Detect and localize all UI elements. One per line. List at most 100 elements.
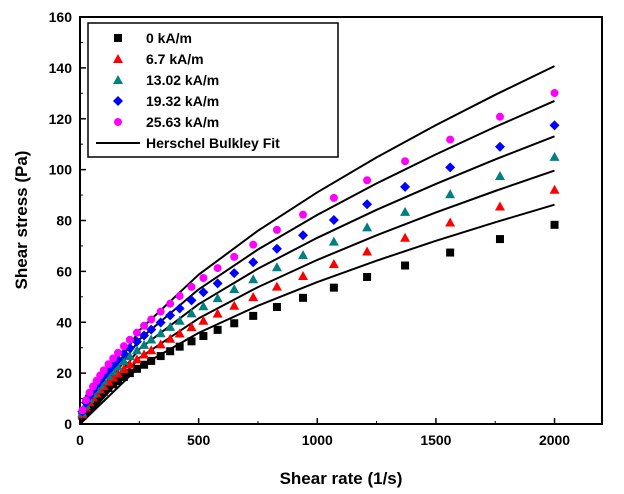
data-point xyxy=(113,348,122,357)
data-point xyxy=(198,301,209,311)
data-point xyxy=(494,201,505,211)
data-point xyxy=(78,406,87,415)
data-point xyxy=(248,274,259,284)
data-point xyxy=(109,354,118,363)
x-tick-label: 0 xyxy=(76,432,84,448)
data-point xyxy=(118,356,129,366)
data-point xyxy=(362,222,373,232)
data-point xyxy=(112,368,123,378)
x-tick-label: 2000 xyxy=(539,432,570,448)
x-axis-title: Shear rate (1/s) xyxy=(280,469,403,488)
data-point xyxy=(495,112,504,121)
legend-label: 19.32 kA/m xyxy=(146,93,219,109)
data-point xyxy=(229,300,240,310)
data-point xyxy=(174,328,185,338)
data-point xyxy=(109,380,118,389)
data-point xyxy=(132,328,141,337)
data-point xyxy=(329,193,338,202)
data-point xyxy=(328,236,339,246)
data-point xyxy=(165,321,176,331)
data-point xyxy=(328,214,339,225)
data-point xyxy=(165,310,176,321)
data-point xyxy=(131,345,142,355)
data-point xyxy=(81,396,90,405)
data-point xyxy=(125,335,134,344)
legend-marker xyxy=(113,54,123,63)
data-point xyxy=(140,360,149,369)
data-point xyxy=(124,351,135,361)
data-point xyxy=(445,162,456,173)
data-point xyxy=(400,206,411,216)
data-point xyxy=(212,308,223,318)
data-point xyxy=(174,303,185,314)
data-point xyxy=(146,345,157,355)
y-tick-label: 140 xyxy=(49,60,73,76)
data-point xyxy=(166,299,175,308)
data-point xyxy=(298,250,309,260)
y-tick-label: 0 xyxy=(64,416,72,432)
data-point xyxy=(186,308,197,318)
data-point xyxy=(550,220,559,229)
data-point xyxy=(118,364,129,374)
data-point xyxy=(131,336,142,347)
data-points xyxy=(77,89,560,420)
data-point xyxy=(155,328,166,338)
data-point xyxy=(155,317,166,328)
data-point xyxy=(156,307,165,316)
data-point xyxy=(112,361,123,371)
data-point xyxy=(174,315,185,325)
data-point xyxy=(363,272,372,281)
data-point xyxy=(248,292,259,302)
data-point xyxy=(146,334,157,344)
data-point xyxy=(299,210,308,219)
data-point xyxy=(125,369,134,378)
data-point xyxy=(166,347,175,356)
data-point xyxy=(400,181,411,192)
data-point xyxy=(230,252,239,261)
data-point xyxy=(187,282,196,291)
x-tick-label: 500 xyxy=(187,432,211,448)
y-tick-label: 20 xyxy=(56,365,72,381)
data-point xyxy=(363,176,372,185)
data-point xyxy=(271,262,282,272)
y-axis-title: Shear stress (Pa) xyxy=(12,151,31,290)
data-point xyxy=(99,366,108,375)
data-point xyxy=(549,120,560,131)
data-point xyxy=(213,325,222,334)
data-point xyxy=(212,293,223,303)
data-point xyxy=(249,240,258,249)
data-point xyxy=(401,261,410,270)
data-point xyxy=(113,377,122,386)
y-tick-label: 100 xyxy=(49,162,73,178)
data-point xyxy=(175,292,184,301)
data-point xyxy=(213,264,222,273)
data-point xyxy=(155,339,166,349)
data-point xyxy=(124,359,135,369)
data-point xyxy=(119,372,128,381)
y-tick-label: 60 xyxy=(56,263,72,279)
legend-label: 6.7 kA/m xyxy=(146,51,204,67)
data-point xyxy=(446,248,455,257)
data-point xyxy=(329,283,338,292)
data-point xyxy=(550,89,559,98)
data-point xyxy=(248,257,259,268)
data-point xyxy=(249,311,258,320)
legend: 0 kA/m 6.7 kA/m 13.02 kA/m 19.32 kA/m 25.63 … xyxy=(87,22,339,158)
data-point xyxy=(362,199,373,210)
data-point xyxy=(495,235,504,244)
x-tick-label: 1500 xyxy=(420,432,451,448)
axis-ticks: 0 500 1000 1500 2000 0 20 40 60 80 100 120 140 160 xyxy=(49,9,571,448)
data-point xyxy=(186,295,197,306)
data-point xyxy=(494,141,505,152)
data-point xyxy=(132,364,141,373)
data-point xyxy=(328,258,339,268)
data-point xyxy=(140,321,149,330)
data-point xyxy=(400,232,411,242)
y-tick-label: 120 xyxy=(49,111,73,127)
data-point xyxy=(147,356,156,365)
data-point xyxy=(104,360,113,369)
data-point xyxy=(139,330,150,341)
data-point xyxy=(362,246,373,256)
data-point xyxy=(494,170,505,180)
